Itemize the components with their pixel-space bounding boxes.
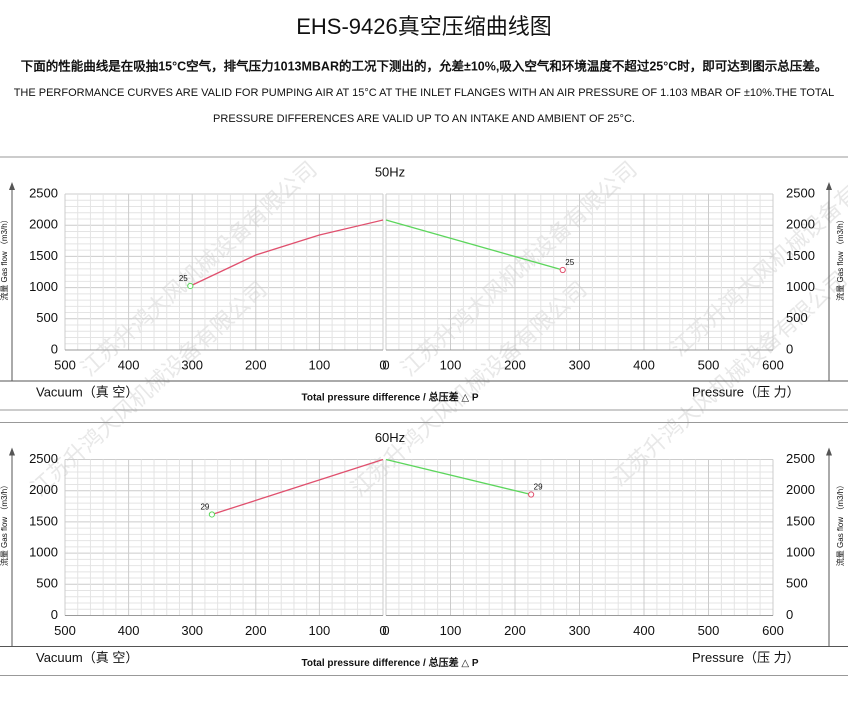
left-label: Vacuum（真 空） xyxy=(36,650,138,665)
x-tick-label: 100 xyxy=(440,357,462,372)
y-tick-label: 2000 xyxy=(29,482,58,497)
y-tick-label: 0 xyxy=(786,607,793,622)
page-title: EHS-9426真空压缩曲线图 xyxy=(296,14,552,39)
y-axis-label: 流量 Gas flow （m3/h） xyxy=(835,215,845,300)
x-tick-label: 400 xyxy=(118,623,140,638)
axis-arrow xyxy=(9,447,15,456)
marker-label: 29 xyxy=(534,483,543,492)
y-tick-label: 500 xyxy=(36,310,58,325)
left-label: Vacuum（真 空） xyxy=(36,384,138,399)
x-axis-label: Total pressure difference / 总压差 △ P xyxy=(302,391,479,404)
x-tick-label: 0 xyxy=(382,357,389,372)
y-tick-label: 1000 xyxy=(786,279,815,294)
right-label: Pressure（压 力） xyxy=(692,384,800,399)
y-axis-label: 流量 Gas flow （m3/h） xyxy=(0,215,9,300)
y-tick-label: 2500 xyxy=(29,451,58,466)
y-tick-label: 500 xyxy=(786,310,808,325)
note-en: THE PERFORMANCE CURVES ARE VALID FOR PUM… xyxy=(14,87,835,99)
x-axis-label: Total pressure difference / 总压差 △ P xyxy=(302,656,479,669)
y-tick-label: 1000 xyxy=(786,545,815,560)
curve xyxy=(211,458,384,516)
x-tick-label: 300 xyxy=(181,357,203,372)
x-tick-label: 0 xyxy=(382,623,389,638)
x-tick-label: 100 xyxy=(440,623,462,638)
y-tick-label: 1000 xyxy=(29,279,58,294)
note-cn: 下面的性能曲线是在吸抽15°C空气，排气压力1013MBAR的工况下测出的，允差… xyxy=(21,58,828,73)
x-tick-label: 500 xyxy=(54,623,76,638)
y-tick-label: 500 xyxy=(786,576,808,591)
x-tick-label: 100 xyxy=(309,357,331,372)
watermark: 江苏升鸿大风机械设备有限公司 xyxy=(666,136,848,361)
y-tick-label: 500 xyxy=(36,576,58,591)
axis-arrow xyxy=(826,447,832,456)
x-tick-label: 200 xyxy=(245,623,267,638)
marker-label: 25 xyxy=(179,274,188,283)
x-tick-label: 300 xyxy=(181,623,203,638)
end-marker xyxy=(208,511,216,518)
x-tick-label: 0 xyxy=(379,623,386,638)
right-label: Pressure（压 力） xyxy=(692,650,800,665)
axis-arrow xyxy=(9,182,15,190)
y-tick-label: 0 xyxy=(786,341,793,356)
chart-title: 50Hz xyxy=(375,164,405,179)
x-tick-label: 100 xyxy=(309,623,331,638)
x-tick-label: 600 xyxy=(762,357,784,372)
y-tick-label: 0 xyxy=(51,607,58,622)
y-tick-label: 2000 xyxy=(786,482,815,497)
y-tick-label: 0 xyxy=(51,341,58,356)
end-marker xyxy=(528,491,535,498)
x-tick-label: 200 xyxy=(504,357,526,372)
marker-label: 25 xyxy=(565,258,574,267)
x-tick-label: 400 xyxy=(633,357,655,372)
x-tick-label: 0 xyxy=(379,357,386,372)
note-en: PRESSURE DIFFERENCES ARE VALID UP TO AN … xyxy=(213,113,635,125)
x-tick-label: 300 xyxy=(569,357,591,372)
curve xyxy=(190,219,384,287)
curve xyxy=(385,458,532,496)
y-tick-label: 1500 xyxy=(29,513,58,528)
curve xyxy=(385,219,563,271)
y-axis-label: 流量 Gas flow （m3/h） xyxy=(0,481,9,566)
marker-label: 29 xyxy=(200,503,209,512)
y-tick-label: 2500 xyxy=(786,451,815,466)
end-marker xyxy=(559,266,566,274)
y-tick-label: 2500 xyxy=(786,185,815,200)
x-tick-label: 500 xyxy=(698,623,720,638)
y-tick-label: 2000 xyxy=(29,217,58,232)
y-tick-label: 2500 xyxy=(29,185,58,200)
y-axis-label: 流量 Gas flow （m3/h） xyxy=(835,481,845,566)
x-tick-label: 200 xyxy=(245,357,267,372)
x-tick-label: 400 xyxy=(118,357,140,372)
axis-arrow xyxy=(826,182,832,190)
x-tick-label: 400 xyxy=(633,623,655,638)
x-tick-label: 500 xyxy=(54,357,76,372)
x-tick-label: 300 xyxy=(569,623,591,638)
x-tick-label: 600 xyxy=(762,623,784,638)
end-marker xyxy=(187,282,194,290)
x-tick-label: 200 xyxy=(504,623,526,638)
y-tick-label: 2000 xyxy=(786,217,815,232)
y-tick-label: 1500 xyxy=(786,248,815,263)
y-tick-label: 1500 xyxy=(786,513,815,528)
y-tick-label: 1000 xyxy=(29,545,58,560)
y-tick-label: 1500 xyxy=(29,248,58,263)
x-tick-label: 500 xyxy=(698,357,720,372)
chart-title: 60Hz xyxy=(375,430,405,445)
